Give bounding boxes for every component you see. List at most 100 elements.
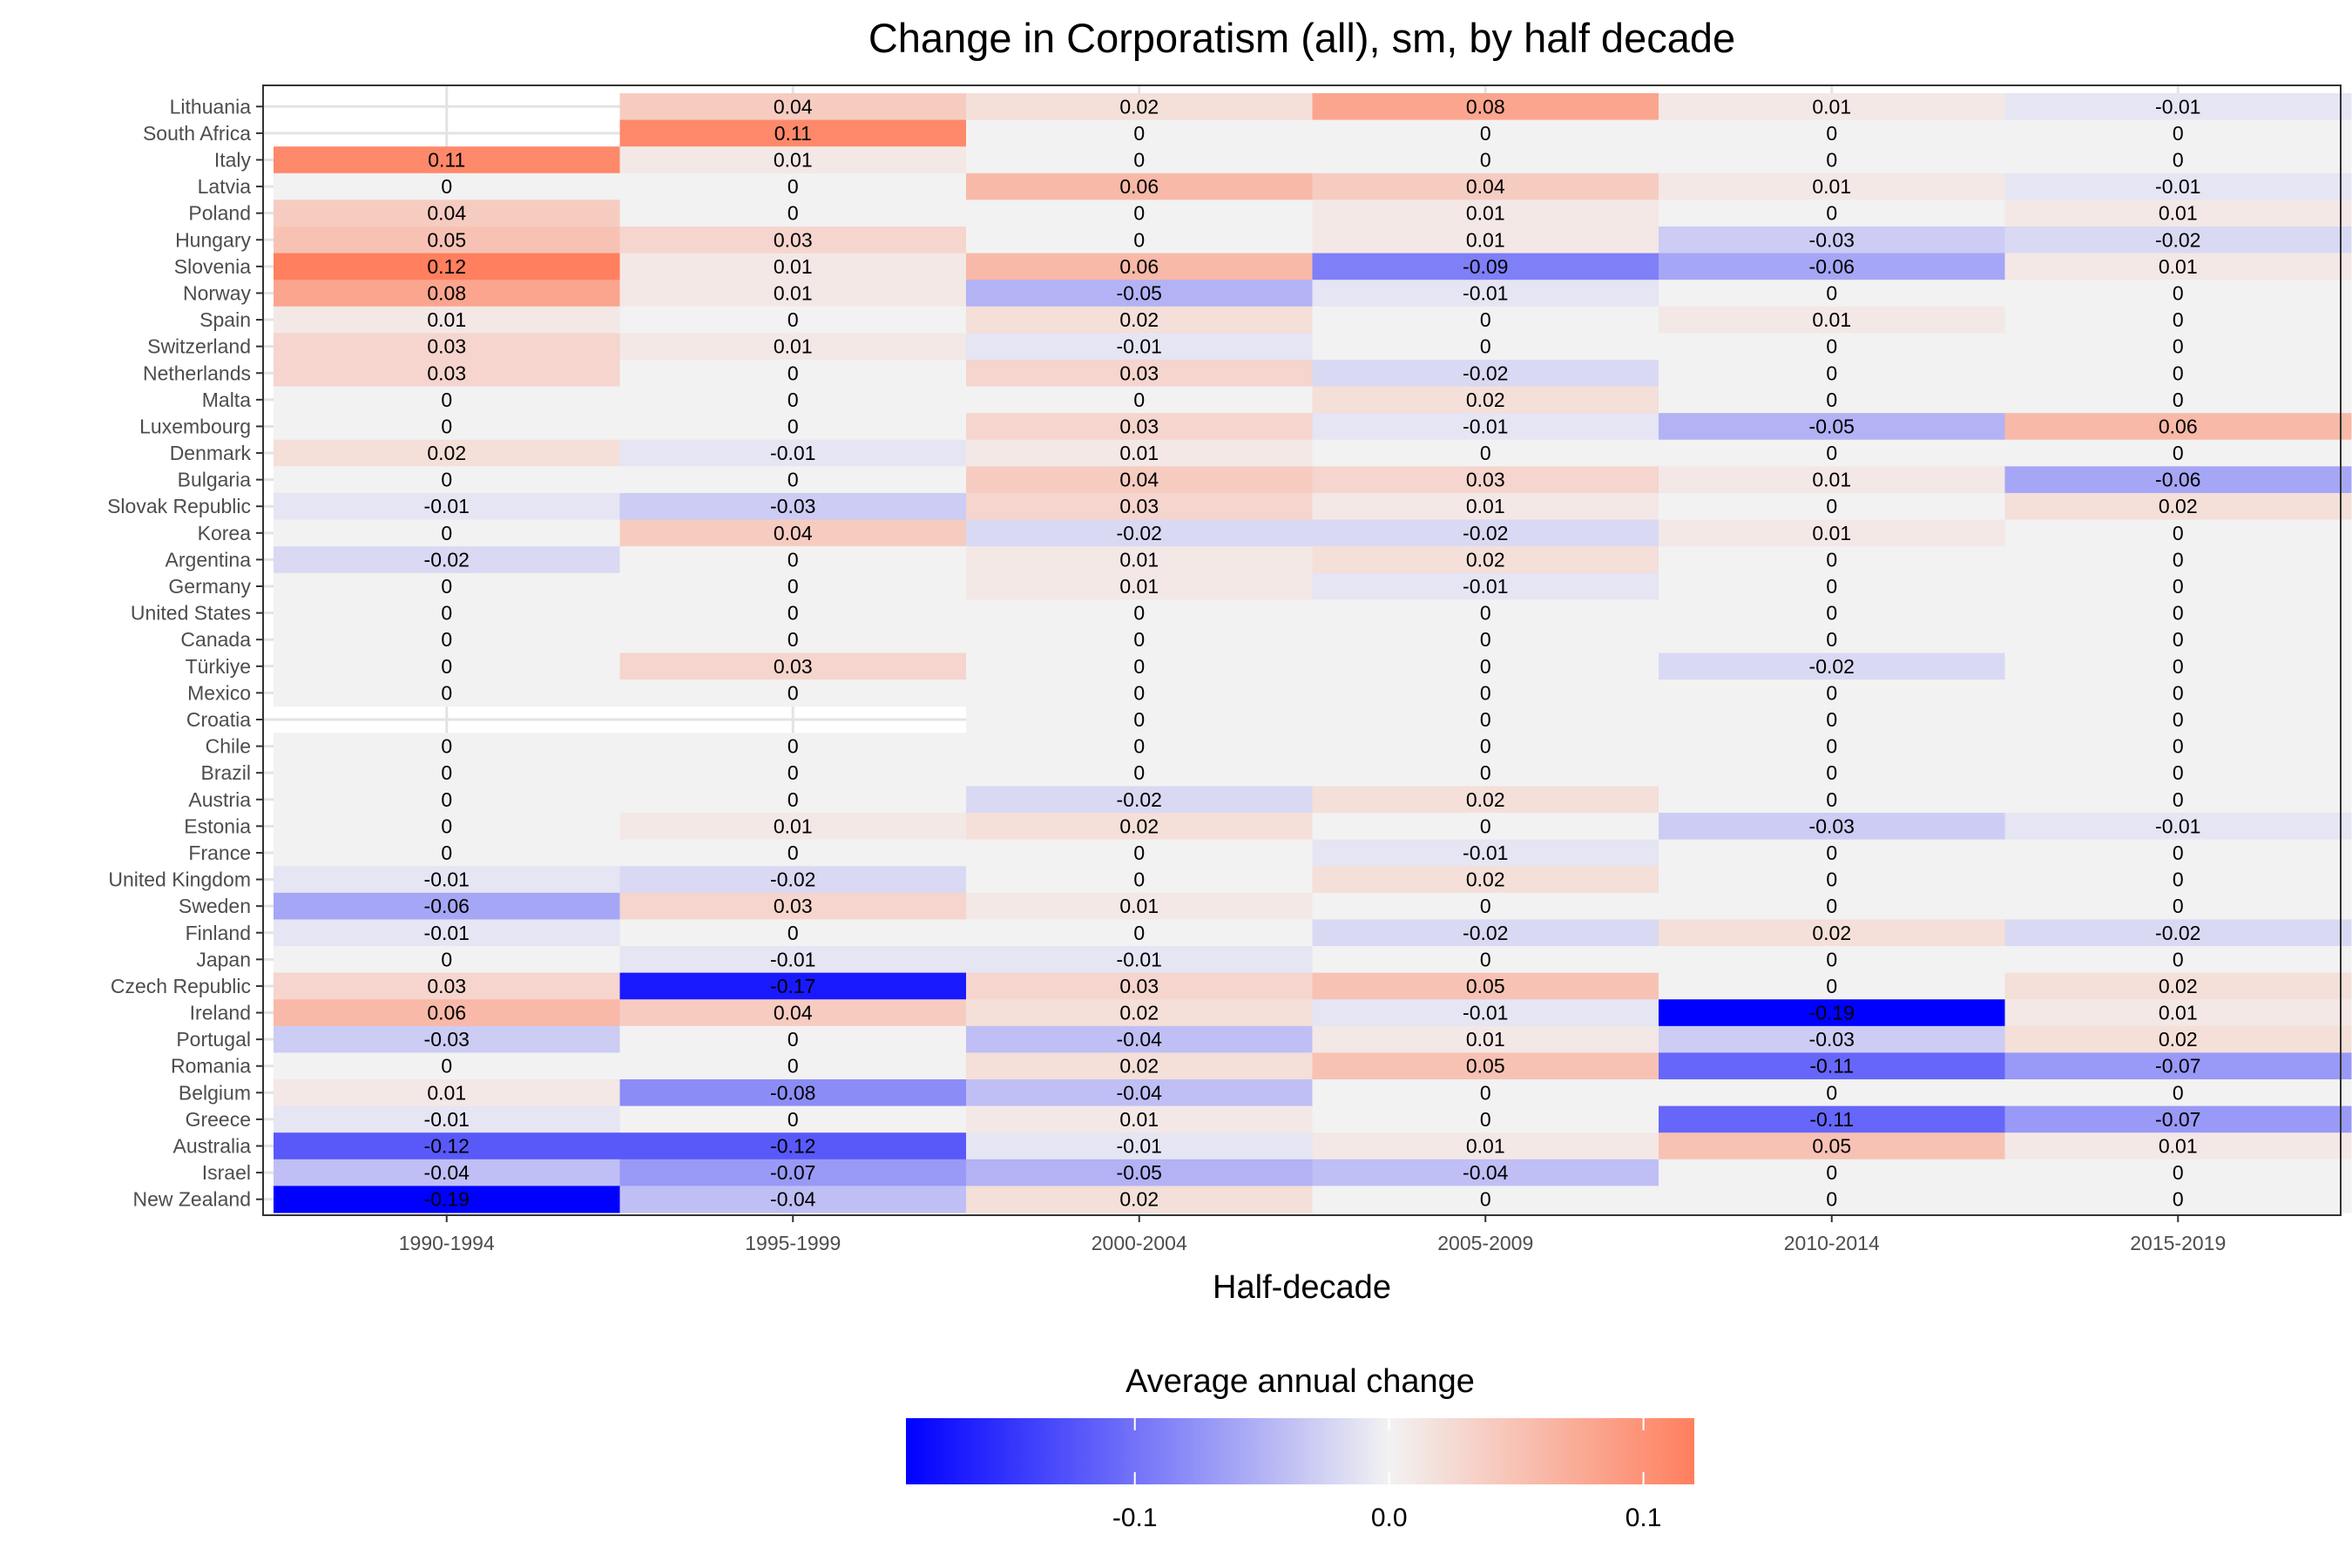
- cell-label: -0.11: [1809, 1108, 1854, 1131]
- heatmap-cell: [1659, 1186, 2005, 1213]
- cell-label: 0: [1480, 148, 1491, 171]
- heatmap-cell: [274, 786, 620, 814]
- heatmap-cell: [274, 492, 620, 521]
- heatmap-cell: [619, 946, 967, 974]
- legend-colorbar: [906, 1418, 1694, 1484]
- cell-label: 0: [1480, 814, 1491, 837]
- cell-label: -0.03: [1809, 814, 1855, 837]
- heatmap-cell: [1312, 466, 1659, 494]
- heatmap-cell: [1659, 946, 2005, 974]
- y-tick-label: Spain: [199, 308, 251, 331]
- cell-label: 0.01: [2159, 202, 2198, 225]
- cell-label: 0: [441, 469, 452, 491]
- cell-label: 0.03: [1119, 975, 1159, 997]
- cell-label: -0.01: [770, 948, 815, 970]
- heatmap-cell: [2004, 333, 2352, 361]
- heatmap-cell: [619, 359, 967, 388]
- heatmap-cell: [619, 1132, 967, 1160]
- cell-label: 0: [2173, 308, 2184, 331]
- heatmap-cell: [2004, 839, 2352, 867]
- heatmap-cell: [1312, 1079, 1659, 1107]
- heatmap-cell: [1312, 786, 1659, 814]
- heatmap-cell: [2004, 625, 2352, 653]
- heatmap-cell: [966, 359, 1313, 388]
- cell-label: 0.08: [427, 281, 466, 304]
- cell-label: 0.02: [1466, 389, 1505, 411]
- heatmap-cell: [1312, 1025, 1659, 1053]
- heatmap-cell: [619, 999, 967, 1027]
- y-tick-label: Austria: [188, 788, 251, 811]
- cell-label: 0: [1133, 735, 1145, 758]
- cell-label: -0.07: [2155, 1055, 2200, 1078]
- cell-label: 0.03: [1119, 362, 1159, 384]
- heatmap-cell: [1659, 733, 2005, 760]
- y-tick-label: Romania: [171, 1055, 251, 1078]
- heatmap-cell: [274, 813, 620, 841]
- heatmap-cell: [619, 572, 967, 600]
- heatmap-cell: [274, 892, 620, 920]
- heatmap-cell: [1659, 892, 2005, 920]
- cell-label: 0.01: [427, 308, 466, 331]
- cell-label: 0: [2173, 761, 2184, 784]
- cell-label: 0: [1480, 602, 1491, 625]
- heatmap-cell: [2004, 599, 2352, 627]
- cell-label: 0.08: [1466, 95, 1505, 118]
- cell-label: -0.01: [424, 868, 470, 891]
- heatmap-cell: [1659, 972, 2005, 1000]
- heatmap-cell: [619, 146, 967, 174]
- cell-label: 0: [1480, 442, 1491, 464]
- heatmap-cell: [274, 759, 620, 787]
- cell-label: 0: [1480, 681, 1491, 704]
- cell-label: 0: [441, 522, 452, 544]
- heatmap-cell: [2004, 786, 2352, 814]
- heatmap-cell: [274, 733, 620, 760]
- cell-label: 0: [441, 175, 452, 198]
- cell-label: 0.01: [774, 335, 813, 358]
- cell-label: -0.11: [1809, 1055, 1854, 1078]
- cell-label: 0: [2173, 655, 2184, 678]
- heatmap-cell: [274, 386, 620, 414]
- cell-label: 0: [441, 1055, 452, 1078]
- cell-label: 0: [2173, 335, 2184, 358]
- cell-label: -0.07: [2155, 1108, 2200, 1131]
- heatmap-cell: [966, 519, 1313, 547]
- heatmap-cell: [1312, 706, 1659, 733]
- y-tick-label: United States: [131, 602, 251, 625]
- heatmap-cell: [2004, 1079, 2352, 1107]
- heatmap-cell: [966, 333, 1313, 361]
- heatmap-cell: [966, 652, 1313, 680]
- cell-label: -0.05: [1117, 281, 1162, 304]
- cell-label: 0.03: [1119, 415, 1159, 437]
- heatmap-cell: [966, 172, 1313, 200]
- heatmap-cell: [1659, 786, 2005, 814]
- y-tick-label: Hungary: [175, 228, 251, 251]
- cell-label: 0: [1826, 281, 1837, 304]
- heatmap-cell: [619, 625, 967, 653]
- cell-label: -0.04: [1117, 1028, 1163, 1051]
- heatmap-cell: [1312, 1132, 1659, 1160]
- heatmap-cell: [2004, 733, 2352, 760]
- legend-tick-label: 0.1: [1625, 1504, 1662, 1532]
- cell-label: 0.03: [774, 895, 813, 917]
- heatmap-cell: [1659, 199, 2005, 227]
- heatmap-cell: [619, 1186, 967, 1213]
- heatmap-cell: [1659, 652, 2005, 680]
- cell-label: 0.02: [2159, 495, 2198, 517]
- cell-label: 0.02: [1119, 1002, 1159, 1024]
- heatmap-cell: [274, 972, 620, 1000]
- y-tick-label: Australia: [173, 1135, 252, 1158]
- cell-label: 0.01: [1812, 308, 1851, 331]
- heatmap-cell: [2004, 413, 2352, 441]
- cell-label: 0: [441, 735, 452, 758]
- y-tick-label: Argentina: [166, 548, 252, 571]
- cell-label: 0: [787, 362, 799, 384]
- cell-label: 0: [2173, 389, 2184, 411]
- cell-label: 0: [2173, 281, 2184, 304]
- cell-label: 0: [1480, 895, 1491, 917]
- cell-label: 0: [2173, 148, 2184, 171]
- heatmap-cell: [619, 172, 967, 200]
- cell-label: 0: [1826, 602, 1837, 625]
- heatmap-cell: [619, 759, 967, 787]
- cell-label: -0.01: [2155, 95, 2200, 118]
- heatmap-cell: [1659, 280, 2005, 308]
